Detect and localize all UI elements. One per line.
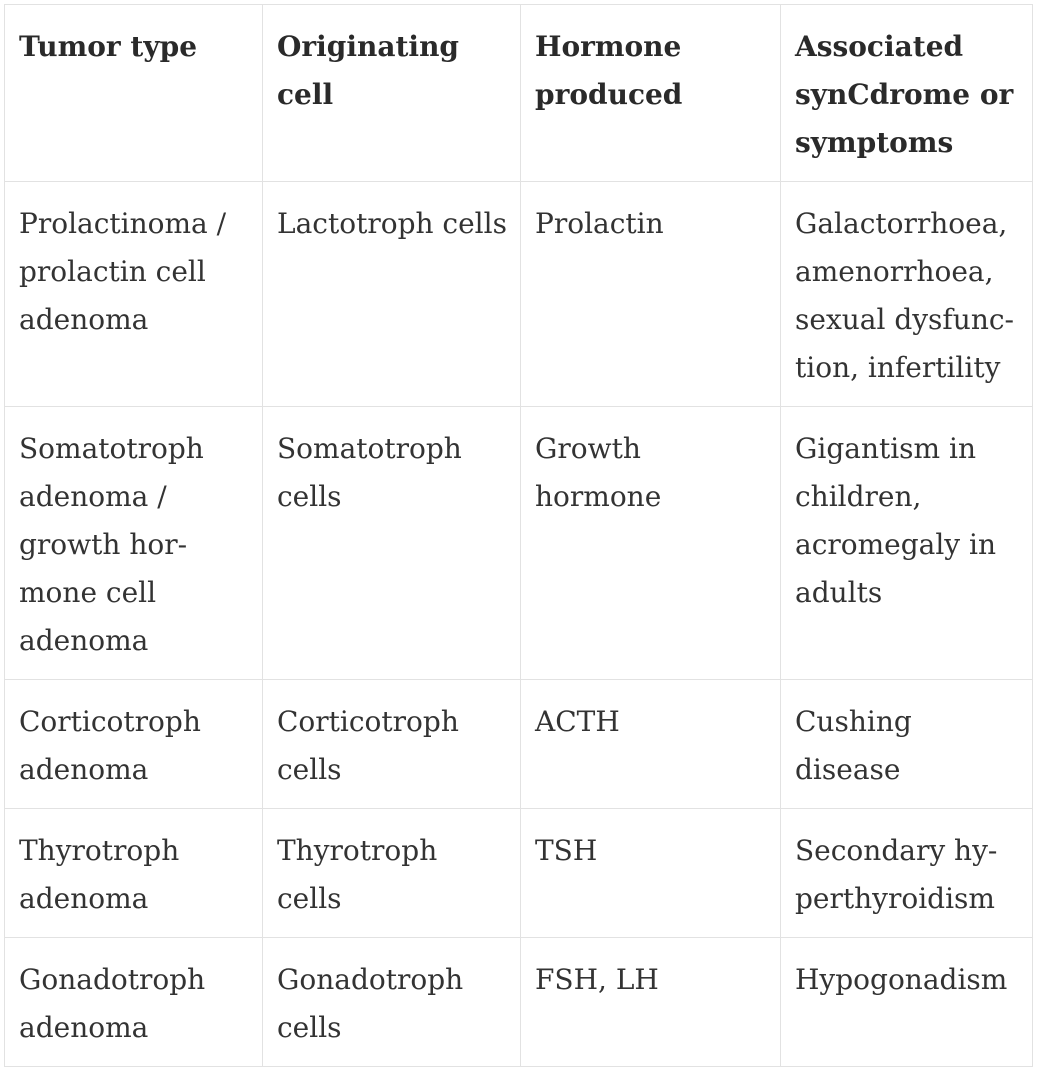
cell-tumor-type: Corticotroph adenoma — [4, 679, 263, 809]
header-originating-cell: Originating cell — [262, 4, 521, 182]
table-row: Corticotroph adenoma Corticotroph cells … — [4, 679, 1033, 809]
cell-tumor-type: Gonadotroph adenoma — [4, 937, 263, 1067]
cell-tumor-type: Thyrotroph adenoma — [4, 808, 263, 938]
cell-hormone: FSH, LH — [520, 937, 781, 1067]
table-header-row: Tumor type Originating cell Hormone prod… — [4, 4, 1033, 182]
cell-symptoms: Secondary hy­perthyroidism — [780, 808, 1033, 938]
cell-tumor-type: Prolactinoma / prolactin cell adenoma — [4, 181, 263, 407]
cell-hormone: TSH — [520, 808, 781, 938]
pituitary-tumor-table: Tumor type Originating cell Hormone prod… — [4, 4, 1033, 1067]
cell-hormone: Prolactin — [520, 181, 781, 407]
cell-hormone: ACTH — [520, 679, 781, 809]
table-row: Somatotroph adenoma / growth hor­mone ce… — [4, 406, 1033, 680]
header-tumor-type: Tumor type — [4, 4, 263, 182]
cell-originating-cell: Somatotroph cells — [262, 406, 521, 680]
cell-originating-cell: Lactotroph cells — [262, 181, 521, 407]
cell-originating-cell: Corticotroph cells — [262, 679, 521, 809]
cell-originating-cell: Thyrotroph cells — [262, 808, 521, 938]
header-hormone-produced: Hormone produced — [520, 4, 781, 182]
header-associated-symptoms: Associated syn­Cdrome or symptoms — [780, 4, 1033, 182]
cell-symptoms: Gigantism in children, acromegaly in adu… — [780, 406, 1033, 680]
cell-hormone: Growth hormone — [520, 406, 781, 680]
cell-tumor-type: Somatotroph adenoma / growth hor­mone ce… — [4, 406, 263, 680]
cell-symptoms: Galactorrhoea, amenorrhoea, sexual dysfu… — [780, 181, 1033, 407]
table-row: Gonadotroph adenoma Gonadotroph cells FS… — [4, 937, 1033, 1067]
table-row: Prolactinoma / prolactin cell adenoma La… — [4, 181, 1033, 407]
cell-originating-cell: Gonadotroph cells — [262, 937, 521, 1067]
cell-symptoms: Cushing disease — [780, 679, 1033, 809]
cell-symptoms: Hypogonadism — [780, 937, 1033, 1067]
table-row: Thyrotroph adenoma Thyrotroph cells TSH … — [4, 808, 1033, 938]
